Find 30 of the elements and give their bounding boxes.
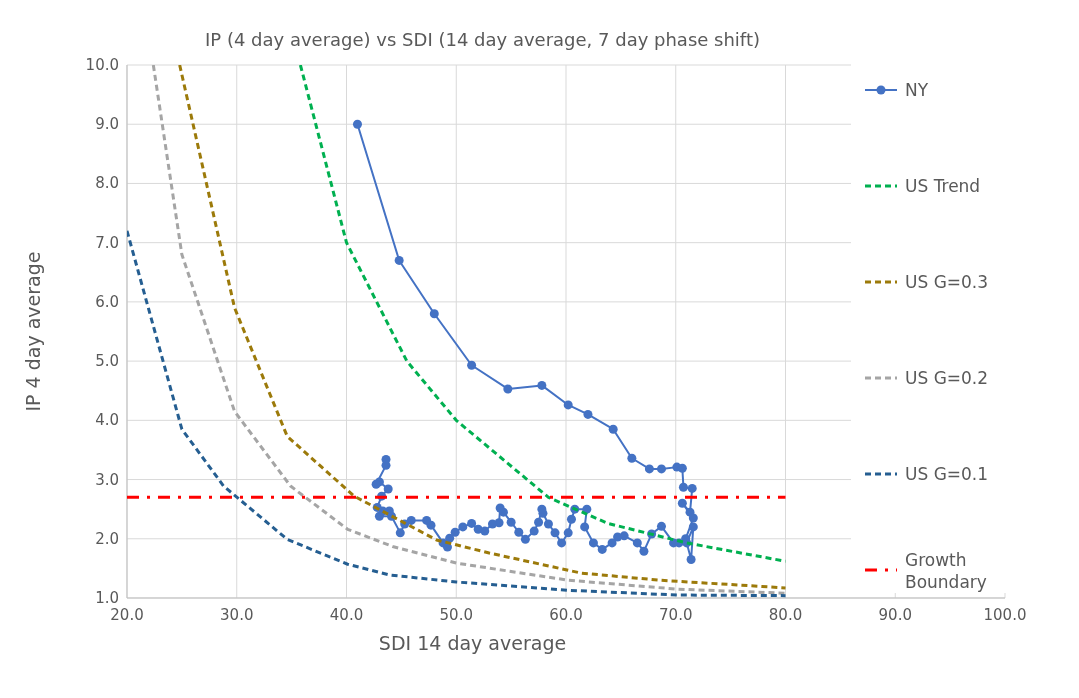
x-tick-label: 30.0 bbox=[220, 606, 254, 624]
x-tick-label: 90.0 bbox=[878, 606, 912, 624]
y-tick-label: 4.0 bbox=[95, 411, 119, 430]
y-tick-label: 10.0 bbox=[85, 56, 119, 74]
legend-label: US G=0.2 bbox=[905, 368, 989, 388]
y-tick-label: 7.0 bbox=[95, 233, 119, 252]
x-tick-label: 50.0 bbox=[439, 606, 473, 624]
y-tick-label: 3.0 bbox=[95, 470, 119, 489]
y-tick-label: 6.0 bbox=[95, 292, 119, 311]
y-tick-label: 8.0 bbox=[95, 174, 119, 193]
x-tick-label: 80.0 bbox=[768, 606, 803, 624]
y-tick-label: 2.0 bbox=[95, 529, 119, 548]
x-tick-label: 20.0 bbox=[110, 606, 144, 624]
x-axis-title: SDI 14 day average bbox=[378, 632, 567, 654]
x-tick-label: 70.0 bbox=[659, 606, 693, 624]
legend-label: US G=0.3 bbox=[905, 272, 989, 292]
y-tick-label: 1.0 bbox=[95, 589, 119, 607]
y-axis-title: IP 4 day average bbox=[22, 251, 44, 412]
legend-label: US G=0.1 bbox=[905, 464, 989, 484]
x-tick-label: 60.0 bbox=[549, 606, 583, 624]
y-tick-label: 5.0 bbox=[95, 352, 119, 371]
line-series bbox=[127, 229, 787, 598]
x-tick-label: 40.0 bbox=[329, 606, 364, 624]
chart-title: IP (4 day average) vs SDI (14 day average, 7 day phase shift) bbox=[205, 29, 760, 50]
legend-label: Growth Boundary bbox=[905, 550, 987, 592]
legend-label: US Trend bbox=[905, 176, 981, 196]
line-series bbox=[298, 65, 787, 563]
legend-label: NY bbox=[905, 80, 929, 100]
y-tick-label: 9.0 bbox=[95, 115, 119, 134]
x-tick-label: 100.0 bbox=[983, 606, 1027, 624]
